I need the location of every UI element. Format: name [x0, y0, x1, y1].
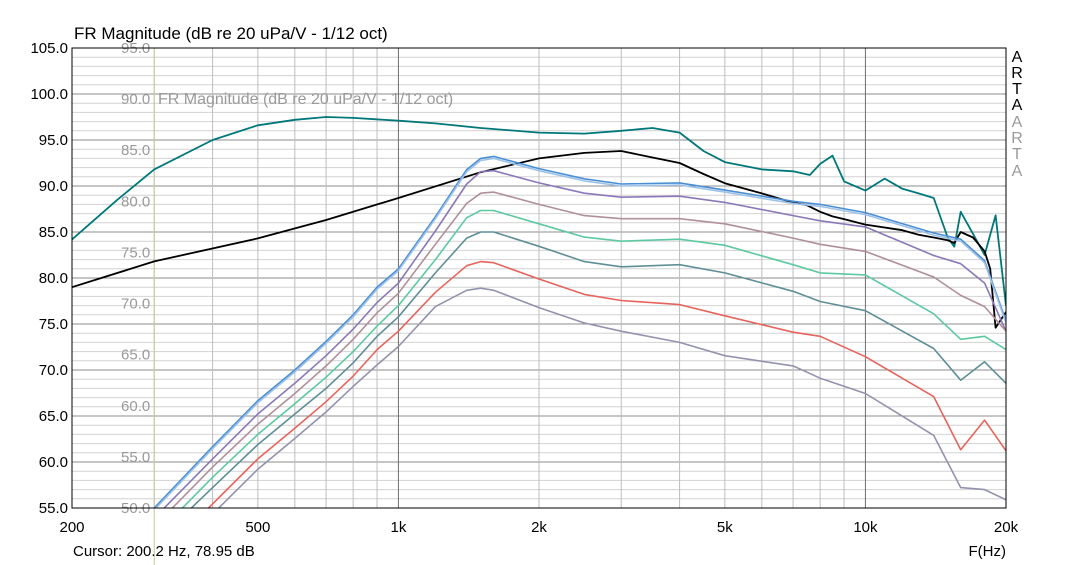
x-tick-label: 200: [59, 519, 84, 536]
y-tick-label: 90.0: [39, 178, 68, 195]
cursor-readout: Cursor: 200.2 Hz, 78.95 dB: [73, 543, 255, 560]
chart-title: FR Magnitude (dB re 20 uPa/V - 1/12 oct): [74, 24, 388, 43]
series-line-3: [153, 155, 1006, 508]
x-tick-label: 500: [245, 519, 270, 536]
brand-ghost-letter-3: T: [1012, 146, 1022, 163]
x-tick-label: 2k: [531, 519, 547, 536]
x-tick-label: 1k: [390, 519, 406, 536]
overlay-tick-label: 55.0: [121, 449, 150, 466]
brand-ghost-letter-4: A: [1012, 163, 1023, 180]
overlay-tick-label: 85.0: [121, 142, 150, 159]
brand-ghost-letter-2: R: [1011, 130, 1023, 147]
y-tick-label: 75.0: [39, 316, 68, 333]
series-line-10: [217, 287, 1006, 508]
brand-letter-4: A: [1012, 97, 1023, 114]
grid: [72, 48, 1006, 508]
y-tick-label: 85.0: [39, 224, 68, 241]
series-line-5: [163, 169, 1006, 508]
tick-labels: 55.0 60.0 65.0 70.0 75.0 80.0 85.0 90.0 95.0 100.…: [30, 40, 1018, 536]
overlay-tick-label: 60.0: [121, 398, 150, 415]
brand-letter-2: R: [1011, 65, 1023, 82]
series-line-4: [155, 157, 1006, 508]
overlay-tick-label: 90.0: [121, 91, 150, 108]
y-tick-label: 55.0: [39, 500, 68, 517]
x-tick-label: 20k: [994, 519, 1019, 536]
y-tick-label: 80.0: [39, 270, 68, 287]
plot-border: [71, 47, 1007, 509]
series-line-8: [190, 231, 1006, 508]
y-tick-label: 70.0: [39, 362, 68, 379]
series-line-9: [207, 260, 1006, 508]
y-tick-label: 100.0: [30, 86, 68, 103]
overlay-tick-label: 70.0: [121, 296, 150, 313]
x-tick-label: 5k: [717, 519, 733, 536]
series-line-6: [171, 191, 1006, 508]
brand-logo: A R T A A R T A: [1011, 49, 1023, 180]
x-axis-label: F(Hz): [969, 543, 1007, 560]
series-line-7: [181, 209, 1006, 508]
brand-ghost-letter-1: A: [1012, 114, 1023, 131]
y-tick-label: 105.0: [30, 40, 68, 57]
brand-letter-3: T: [1012, 81, 1022, 98]
brand-letter-1: A: [1012, 49, 1023, 66]
data-series: [72, 116, 1006, 508]
overlay-tick-label: 75.0: [121, 244, 150, 261]
overlay-tick-label: 80.0: [121, 193, 150, 210]
overlay-title: FR Magnitude (dB re 20 uPa/V - 1/12 oct): [158, 91, 453, 108]
y-tick-label: 60.0: [39, 454, 68, 471]
y-tick-label: 95.0: [39, 132, 68, 149]
overlay-tick-label: 65.0: [121, 347, 150, 364]
y-tick-label: 65.0: [39, 408, 68, 425]
x-tick-label: 10k: [853, 519, 878, 536]
